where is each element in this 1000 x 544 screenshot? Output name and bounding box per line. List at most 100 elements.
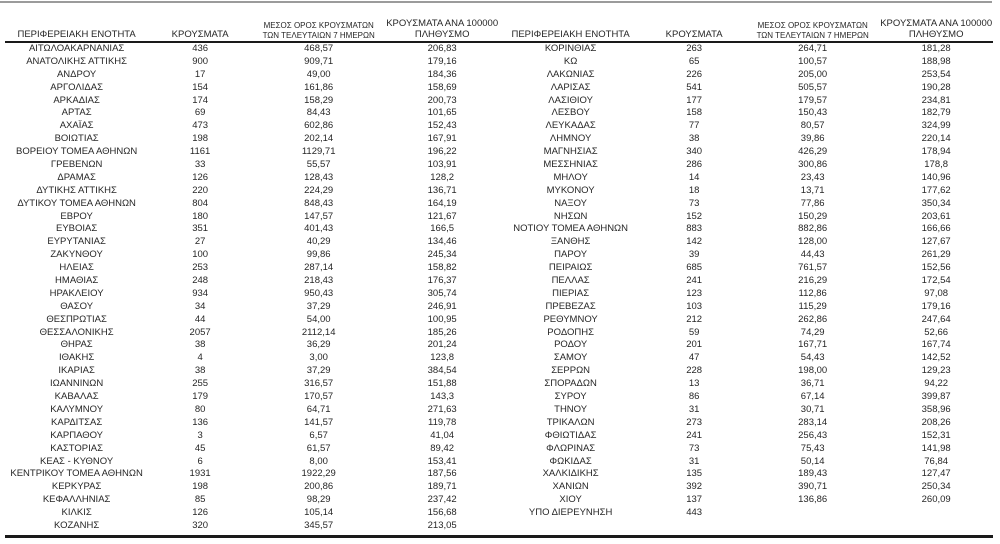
cell-avg: 30,71 [800,403,825,415]
cell-avg: 44,43 [800,249,825,261]
table-header-row: ΠΕΡΙΦΕΡΕΙΑΚΗ ΕΝΟΤΗΤΑ ΚΡΟΥΣΜΑΤΑ ΜΕΣΟΣ ΟΡΟ… [5,18,993,43]
cell-cases: 253 [192,262,209,274]
cell-cases: 220 [192,184,209,196]
cell-avg: 882,86 [798,223,828,235]
cell-cases: 80 [194,403,206,415]
table-row: ΑΧΑΪΑΣ 473 602,86 152,43 [5,120,499,133]
cell-avg: 80,57 [800,120,825,132]
cell-region: ΡΟΔΟΥ [554,339,588,351]
cell-region: ΣΑΜΟΥ [553,352,588,364]
cell-region: ΚΕΡΚΥΡΑΣ [51,481,102,493]
cell-per: 178,94 [921,146,951,158]
cell-avg: 287,14 [304,262,334,274]
cell-region: ΝΟΤΙΟΥ ΤΟΜΕΑ ΑΘΗΝΩΝ [513,223,629,235]
cell-per: 158,69 [427,81,457,93]
cell-per: 156,68 [427,507,457,519]
cell-avg: 316,57 [304,378,334,390]
cell-cases: 13 [688,378,700,390]
cell-region: ΞΑΝΘΗΣ [550,236,591,248]
table-row: ΔΥΤΙΚΟΥ ΤΟΜΕΑ ΑΘΗΝΩΝ 804 848,43 164,19 [5,198,499,211]
cell-avg: 64,71 [306,403,331,415]
cell-region: ΛΗΜΝΟΥ [549,133,592,145]
cell-region: ΑΡΓΟΛΙΔΑΣ [50,81,103,93]
cell-cases: 126 [192,507,209,519]
cell-avg: 141,57 [304,416,334,428]
table-row: ΜΗΛΟΥ 14 23,43 140,96 [499,172,993,185]
cell-region: ΠΕΙΡΑΙΩΣ [548,262,593,274]
cell-cases: 2057 [189,326,211,338]
cell-per: 234,81 [921,94,951,106]
table-row: ΠΙΕΡΙΑΣ 123 112,86 97,08 [499,288,993,301]
cell-cases: 248 [192,275,209,287]
cell-per: 176,37 [427,275,457,287]
table-row: ΛΕΣΒΟΥ 158 150,43 182,79 [499,107,993,120]
cell-region: ΝΑΞΟΥ [554,197,588,209]
cell-per: 167,91 [427,133,457,145]
cell-region: ΔΥΤΙΚΟΥ ΤΟΜΕΑ ΑΘΗΝΩΝ [17,197,136,209]
table-row: ΖΑΚΥΝΘΟΥ 100 99,86 245,34 [5,249,499,262]
cell-cases: 152 [686,210,703,222]
table-body-left: ΑΙΤΩΛΟΑΚΑΡΝΑΝΙΑΣ 436 468,57 206,83 ΑΝΑΤΟΛΙΚΗ… [5,43,499,533]
cell-cases: 179 [192,391,209,403]
cell-per: 128,2 [430,171,455,183]
cell-avg: 468,57 [304,43,334,54]
cell-avg: 200,86 [304,481,334,493]
cell-per: 127,67 [921,236,951,248]
cell-region: ΧΑΝΙΩΝ [552,481,589,493]
cell-per: 384,54 [427,365,457,377]
cell-avg: 49,00 [306,68,331,80]
cell-avg: 761,57 [798,262,828,274]
table-row: ΡΟΔΟΥ 201 167,71 167,74 [499,339,993,352]
table-row: ΠΕΛΛΑΣ 241 216,29 172,54 [499,275,993,288]
cell-cases: 18 [688,184,700,196]
table-row: ΘΑΣΟΥ 34 37,29 246,91 [5,301,499,314]
cell-per: 151,88 [427,378,457,390]
cell-per: 129,23 [921,365,951,377]
cell-avg: 218,43 [304,275,334,287]
cell-per: 200,73 [427,94,457,106]
cell-avg: 40,29 [306,236,331,248]
cell-region: ΚΑΡΔΙΤΣΑΣ [51,416,103,428]
table-row: ΧΑΝΙΩΝ 392 390,71 250,34 [499,481,993,494]
table-row: ΕΥΒΟΙΑΣ 351 401,43 166,5 [5,223,499,236]
column-header-per100k: ΚΡΟΥΣΜΑΤΑ ΑΝΑ 100000 ΠΛΗΘΥΣΜΟ [386,18,499,40]
cell-per: 103,91 [427,159,457,171]
cell-per: 164,19 [427,197,457,209]
cell-per: 305,74 [427,287,457,299]
cell-avg: 147,57 [304,210,334,222]
cell-region: ΦΛΩΡΙΝΑΣ [546,442,596,454]
cell-region: ΧΑΛΚΙΔΙΚΗΣ [542,468,599,480]
cell-region: ΒΟΙΩΤΙΑΣ [54,133,99,145]
cell-avg: 150,43 [798,107,828,119]
table-row: ΝΑΞΟΥ 73 77,86 350,34 [499,198,993,211]
cell-per: 187,56 [427,468,457,480]
cell-region: ΜΗΛΟΥ [553,171,588,183]
cell-cases: 86 [688,391,700,403]
cell-avg: 54,43 [800,352,825,364]
table-row: ΚΕΡΚΥΡΑΣ 198 200,86 189,71 [5,481,499,494]
cell-cases: 33 [194,159,206,171]
cell-per: 119,78 [427,416,457,428]
cell-cases: 3 [197,429,203,441]
cell-cases: 241 [686,275,703,287]
cell-avg: 390,71 [798,481,828,493]
cell-avg: 256,43 [798,429,828,441]
cell-region: ΣΥΡΟΥ [554,391,587,403]
table-header-right: ΠΕΡΙΦΕΡΕΙΑΚΗ ΕΝΟΤΗΤΑ ΚΡΟΥΣΜΑΤΑ ΜΕΣΟΣ ΟΡΟ… [499,18,993,40]
cell-avg: 6,57 [309,429,328,441]
cell-region: ΠΕΛΛΑΣ [551,275,590,287]
cell-per: 172,54 [921,275,951,287]
cell-cases: 201 [686,339,703,351]
cell-avg: 99,86 [306,249,331,261]
cell-region: ΘΑΣΟΥ [60,300,94,312]
cell-per: 181,28 [921,43,951,54]
table-row: ΚΟΖΑΝΗΣ 320 345,57 213,05 [5,520,499,533]
table-row: ΚΑΒΑΛΑΣ 179 170,57 143,3 [5,391,499,404]
cell-region: ΥΠΟ ΔΙΕΡΕΥΝΗΣΗ [528,507,613,519]
cell-region: ΚΟΡΙΝΘΙΑΣ [544,43,597,54]
cell-per: 143,3 [430,391,455,403]
cell-per: 324,99 [921,120,951,132]
cell-region: ΜΑΓΝΗΣΙΑΣ [543,146,598,158]
column-header-region: ΠΕΡΙΦΕΡΕΙΑΚΗ ΕΝΟΤΗΤΑ [511,29,630,40]
table-row: ΛΑΣΙΘΙΟΥ 177 179,57 234,81 [499,95,993,108]
